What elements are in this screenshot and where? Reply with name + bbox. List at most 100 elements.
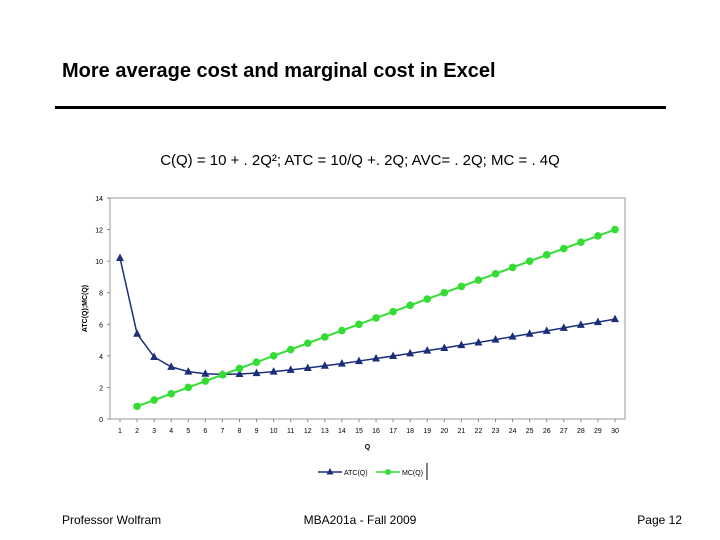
y-tick-label: 14 [95,196,103,203]
data-point-marker [406,348,415,357]
y-tick-label: 8 [99,291,103,298]
x-tick-label: 27 [560,428,568,435]
data-point-marker [372,354,381,362]
y-tick-label: 6 [99,322,103,329]
data-point-marker [491,335,500,343]
x-tick-label: 29 [594,428,602,435]
cost-chart: 0 2 4 6 8 10 12 14 1 2 3 4 5 6 7 8 9 10 11 12 13 14 15 16 17 18 19… [78,188,638,493]
data-point-marker [201,377,210,385]
data-point-marker [150,396,158,404]
x-tick-label: 23 [492,428,500,435]
data-point-marker [321,333,329,341]
x-tick-label: 19 [423,428,431,435]
data-point-marker [542,326,551,334]
data-point-marker [354,356,363,365]
x-tick-label: 3 [152,428,156,435]
data-point-marker [320,361,329,369]
data-point-marker [423,346,432,354]
x-tick-label: 25 [526,428,534,435]
data-point-marker [525,329,534,337]
data-point-marker [577,238,585,246]
x-tick-label: 21 [457,428,465,435]
data-point-marker [389,307,397,316]
footer-author: Professor Wolfram [62,513,162,527]
data-point-marker [303,339,312,348]
data-point-marker [286,365,295,373]
x-tick-label: 26 [543,428,551,435]
x-tick-label: 30 [611,428,619,435]
data-point-marker [611,314,619,323]
data-point-marker [611,225,619,234]
data-point-marker [542,251,551,259]
data-point-marker [593,317,602,326]
data-point-marker [474,337,483,346]
plot-area [109,197,626,420]
data-point-marker [133,329,142,337]
x-tick-label: 28 [577,428,585,435]
data-point-marker [133,402,141,411]
data-point-marker [184,383,193,392]
data-point-marker [508,332,517,340]
data-point-marker [474,276,483,284]
x-tick-label: 8 [238,428,242,435]
x-tick-label: 22 [475,428,483,435]
data-point-marker [457,340,466,349]
x-axis-title: Q [365,444,371,451]
x-tick-label: 6 [203,428,207,435]
x-tick-label: 11 [287,428,294,435]
y-tick-label: 2 [99,385,103,392]
data-point-marker [491,269,500,278]
data-point-marker [389,351,398,360]
x-tick-label: 1 [118,428,122,435]
title-divider [55,106,666,109]
data-point-marker [167,389,176,398]
data-point-marker [406,301,414,310]
legend-swatch-marker [326,468,334,475]
data-point-marker [372,314,380,322]
data-point-marker [559,244,568,253]
footer-course: MBA201a - Fall 2009 [303,513,417,527]
data-point-marker [337,359,346,367]
legend-label: ATC(Q) [344,470,368,477]
cost-formula: C(Q) = 10 + . 2Q²; ATC = 10/Q +. 2Q; AVC… [160,152,560,169]
data-point-marker [525,257,534,265]
data-point-marker [269,367,278,375]
footer-page-number: Page 12 [637,513,682,527]
slide-title: More average cost and marginal cost in E… [62,60,496,82]
data-point-marker [252,368,261,377]
series-line-1 [119,257,616,376]
x-tick-label: 4 [169,428,173,435]
x-tick-label: 2 [135,428,139,435]
data-point-marker [440,343,449,351]
x-tick-label: 24 [509,428,517,435]
data-point-marker [201,369,210,377]
x-tick-label: 18 [406,428,414,435]
y-tick-label: 4 [99,354,103,361]
y-tick-label: 0 [99,417,103,424]
x-tick-label: 7 [220,428,224,435]
x-tick-label: 17 [389,428,397,435]
x-tick-label: 12 [304,428,312,435]
data-point-marker [423,295,432,303]
data-point-marker [440,288,449,297]
x-tick-label: 9 [255,428,259,435]
x-tick-label: 15 [355,428,363,435]
x-tick-label: 14 [338,428,346,435]
legend-swatch-marker [385,469,391,475]
data-point-marker [252,358,261,366]
data-point-marker [116,253,124,261]
data-point-marker [338,326,346,335]
data-point-marker [594,232,602,240]
data-point-marker [508,263,517,272]
data-point-marker [218,371,227,379]
data-point-marker [269,352,278,360]
data-point-marker [235,369,244,378]
y-tick-label: 10 [95,259,103,266]
data-point-marker [286,345,295,354]
y-tick-label: 12 [95,228,103,235]
data-point-marker [303,363,312,372]
data-point-marker [184,367,193,375]
data-point-marker [150,352,159,360]
data-point-marker [355,320,363,329]
